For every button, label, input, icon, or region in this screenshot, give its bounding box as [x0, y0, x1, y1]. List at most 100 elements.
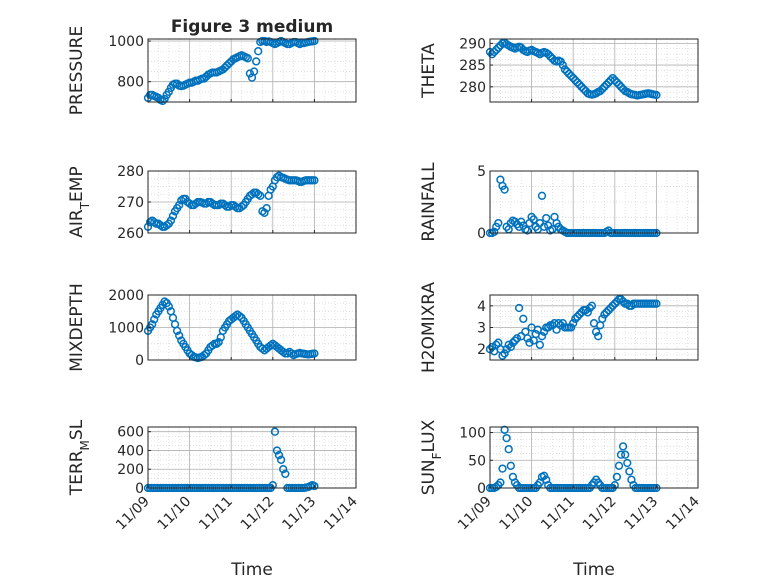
data-point [546, 52, 555, 61]
data-point [504, 445, 513, 454]
y-tick-label: 50 [468, 453, 486, 469]
data-point [175, 331, 184, 340]
data-point [564, 69, 574, 78]
data-point [600, 82, 609, 91]
data-point [496, 478, 505, 487]
data-point [502, 345, 511, 354]
data-point [150, 315, 159, 324]
data-point [508, 338, 518, 347]
data-point [560, 65, 570, 74]
data-point [598, 84, 607, 94]
x-tick-label: 11/09 [455, 494, 495, 534]
data-point [237, 202, 246, 211]
data-point [256, 191, 265, 200]
data-point [281, 469, 290, 479]
data-point [558, 319, 567, 328]
y-tick-label: 0 [477, 481, 486, 497]
x-tick-label: 11/13 [621, 494, 661, 534]
axes-box [489, 426, 699, 489]
data-point [274, 451, 284, 460]
data-point [585, 303, 594, 313]
data-point [279, 465, 288, 474]
y-tick-label: 5 [477, 164, 486, 180]
data-point [539, 222, 549, 231]
data-point [600, 310, 609, 319]
subplot-mixdepth: 0 1000 2000 MIXDEPTH [67, 283, 357, 372]
x-tick-label: 11/14 [663, 493, 703, 533]
data-point [575, 310, 584, 319]
data-point [168, 211, 178, 221]
data-point [614, 461, 624, 470]
x-tick-label: 11/14 [321, 493, 361, 533]
data-point [618, 297, 628, 306]
data-point [310, 176, 319, 185]
data-point [614, 80, 624, 89]
data-point [243, 54, 252, 63]
y-axis-label: THETA [419, 43, 439, 99]
data-point [583, 308, 592, 317]
y-tick-label: 400 [117, 443, 144, 459]
y-tick-label: 3 [477, 321, 486, 337]
data-point [162, 221, 171, 230]
data-point [577, 82, 586, 91]
data-point [618, 442, 628, 451]
data-point [164, 302, 173, 311]
data-point [575, 80, 584, 89]
y-tick-label: 280 [117, 164, 144, 180]
data-point [602, 80, 611, 89]
x-tick-label: 11/09 [113, 494, 153, 534]
data-point [535, 340, 545, 349]
data-point [539, 327, 549, 336]
y-tick-label: 270 [117, 195, 144, 211]
y-axis-label: H2OMIXRA [419, 282, 439, 373]
axes-box [489, 170, 699, 234]
data-point [200, 350, 209, 360]
x-tick-label: 11/10 [155, 494, 195, 534]
data-point [494, 218, 503, 228]
data-point [562, 67, 572, 76]
data-point [616, 450, 626, 459]
data-point [544, 323, 553, 332]
y-tick-label: 260 [117, 226, 144, 242]
data-point [487, 50, 497, 59]
y-axis-label: TERRMSL [67, 419, 92, 496]
data-point [224, 59, 234, 68]
y-tick-label: 800 [117, 75, 144, 91]
y-tick-label: 100 [459, 426, 486, 442]
axes-box [147, 38, 357, 103]
data-point [492, 340, 501, 349]
data-point [594, 332, 603, 341]
data-point [500, 425, 509, 434]
x-tick-label: 11/12 [580, 494, 620, 534]
data-point [610, 299, 619, 308]
data-point [249, 67, 259, 76]
data-point [569, 319, 578, 328]
data-point [158, 96, 167, 106]
axes-box [147, 426, 357, 489]
data-point [602, 308, 611, 317]
data-point [587, 301, 597, 310]
data-point [610, 481, 619, 490]
data-point [310, 349, 319, 358]
y-tick-label: 2000 [108, 288, 144, 304]
data-point [525, 338, 534, 347]
x-tick-label: 11/12 [238, 494, 278, 534]
data-point [160, 297, 169, 306]
data-point [310, 36, 319, 46]
y-tick-label: 0 [135, 481, 144, 497]
data-point [616, 82, 626, 91]
data-point [608, 73, 617, 83]
data-point [537, 332, 547, 341]
data-point [252, 57, 261, 66]
data-point [612, 78, 622, 87]
y-tick-label: 0 [135, 353, 144, 369]
x-tick-label: 11/11 [196, 494, 236, 534]
data-point [554, 319, 563, 328]
data-point [598, 314, 607, 323]
data-point [494, 43, 503, 52]
data-point [529, 215, 538, 224]
data-point [214, 337, 223, 347]
data-point [579, 84, 588, 94]
x-axis-label-right: Time [572, 560, 615, 580]
